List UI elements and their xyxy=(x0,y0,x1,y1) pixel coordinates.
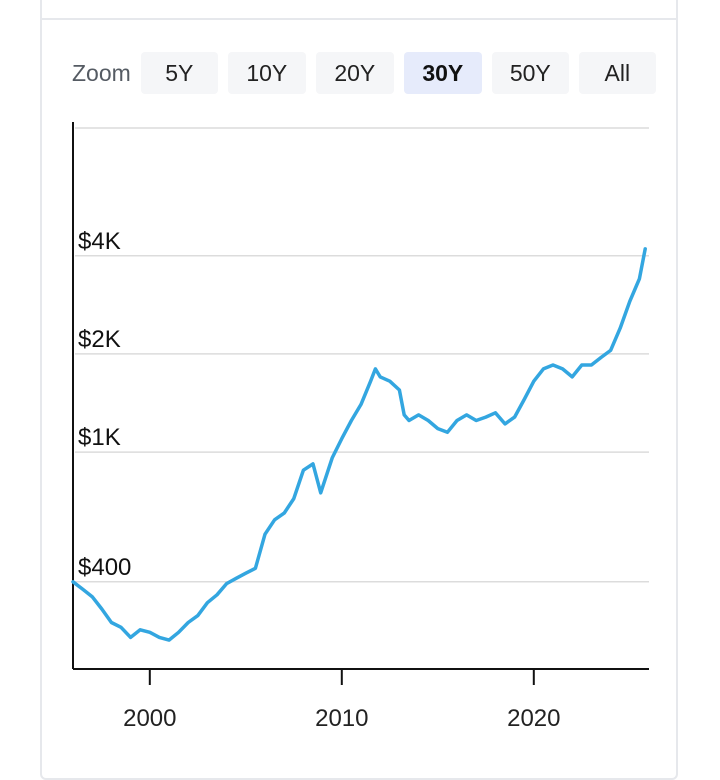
zoom-20y-button[interactable]: 20Y xyxy=(315,52,394,94)
zoom-bar: Zoom 5Y 10Y 20Y 30Y 50Y All xyxy=(72,52,666,94)
x-axis-ticks: 2000 2010 2020 xyxy=(123,669,560,732)
card-divider xyxy=(42,18,676,20)
zoom-10y-button[interactable]: 10Y xyxy=(227,52,306,94)
y-axis-labels: $400 $1K $2K $4K xyxy=(78,228,131,581)
y-tick-label: $1K xyxy=(78,424,121,451)
chart-card xyxy=(40,0,678,780)
x-tick-label: 2010 xyxy=(315,705,368,732)
y-tick-label: $4K xyxy=(78,228,121,255)
y-tick-label: $2K xyxy=(78,326,121,353)
zoom-all-button[interactable]: All xyxy=(578,52,656,94)
zoom-label: Zoom xyxy=(72,59,131,86)
grid-lines xyxy=(75,127,649,583)
zoom-5y-button[interactable]: 5Y xyxy=(140,52,218,94)
x-tick-label: 2020 xyxy=(507,705,560,732)
price-line xyxy=(71,247,647,642)
zoom-30y-button[interactable]: 30Y xyxy=(403,52,482,94)
zoom-50y-button[interactable]: 50Y xyxy=(491,52,569,94)
y-tick-label: $400 xyxy=(78,554,131,581)
x-tick-label: 2000 xyxy=(123,705,176,732)
